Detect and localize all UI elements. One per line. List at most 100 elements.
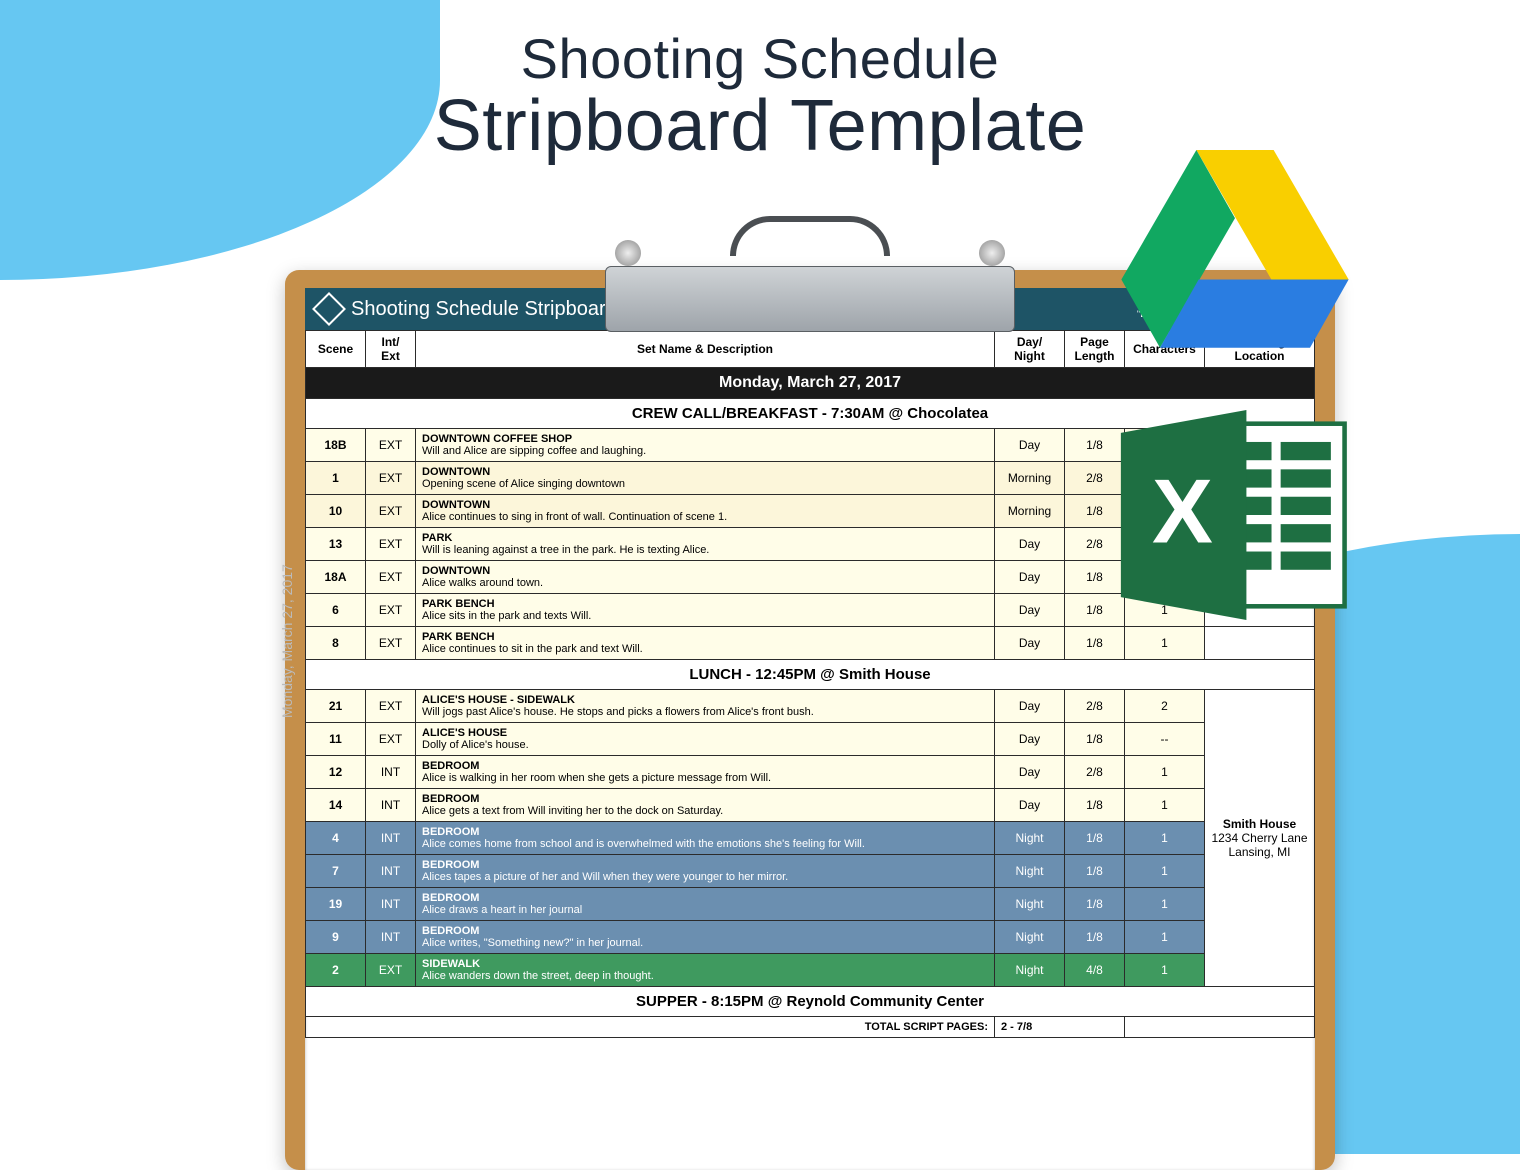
cell-set: BEDROOMAlice is walking in her room when…	[416, 756, 995, 789]
clipboard-clip	[605, 212, 1015, 332]
diamond-icon	[312, 292, 346, 326]
cell-set: BEDROOMAlice draws a heart in her journa…	[416, 888, 995, 921]
scene-row: 7INTBEDROOMAlices tapes a picture of her…	[306, 855, 1315, 888]
cell-set: BEDROOMAlice writes, "Something new?" in…	[416, 921, 995, 954]
cell-characters: 1	[1125, 855, 1205, 888]
cell-length: 1/8	[1065, 855, 1125, 888]
scene-row: 8EXTPARK BENCHAlice continues to sit in …	[306, 627, 1315, 660]
col-daynight: Day/ Night	[995, 331, 1065, 368]
cell-scene: 14	[306, 789, 366, 822]
cell-intext: EXT	[366, 495, 416, 528]
cell-characters: 2	[1125, 690, 1205, 723]
cell-daynight: Night	[995, 822, 1065, 855]
cell-characters: 1	[1125, 888, 1205, 921]
cell-intext: EXT	[366, 561, 416, 594]
location-cell: Smith House1234 Cherry LaneLansing, MI	[1205, 690, 1315, 987]
cell-daynight: Day	[995, 789, 1065, 822]
scene-row: 14INTBEDROOMAlice gets a text from Will …	[306, 789, 1315, 822]
cell-daynight: Day	[995, 627, 1065, 660]
cell-scene: 11	[306, 723, 366, 756]
section-banner: LUNCH - 12:45PM @ Smith House	[306, 660, 1315, 690]
scene-row: 21EXTALICE'S HOUSE - SIDEWALKWill jogs p…	[306, 690, 1315, 723]
scene-row: 11EXTALICE'S HOUSEDolly of Alice's house…	[306, 723, 1315, 756]
col-set: Set Name & Description	[416, 331, 995, 368]
cell-daynight: Day	[995, 756, 1065, 789]
google-drive-icon	[1120, 150, 1350, 350]
cell-length: 1/8	[1065, 429, 1125, 462]
cell-scene: 8	[306, 627, 366, 660]
cell-daynight: Day	[995, 429, 1065, 462]
cell-length: 2/8	[1065, 528, 1125, 561]
cell-intext: EXT	[366, 627, 416, 660]
scene-row: 4INTBEDROOMAlice comes home from school …	[306, 822, 1315, 855]
cell-set: DOWNTOWNOpening scene of Alice singing d…	[416, 462, 995, 495]
cell-scene: 1	[306, 462, 366, 495]
cell-daynight: Night	[995, 954, 1065, 987]
clipboard: Monday, March 27, 2017 Shooting Schedule…	[285, 270, 1335, 1170]
cell-length: 2/8	[1065, 756, 1125, 789]
section-banner: SUPPER - 8:15PM @ Reynold Community Cent…	[306, 987, 1315, 1017]
page-title: Shooting Schedule Stripboard Template	[0, 0, 1520, 167]
cell-scene: 18B	[306, 429, 366, 462]
cell-characters: 1	[1125, 921, 1205, 954]
cell-daynight: Night	[995, 921, 1065, 954]
cell-set: PARK BENCHAlice sits in the park and tex…	[416, 594, 995, 627]
doc-heading: Shooting Schedule Stripboard	[351, 298, 617, 321]
cell-scene: 19	[306, 888, 366, 921]
cell-daynight: Morning	[995, 462, 1065, 495]
footer-row: TOTAL SCRIPT PAGES:2 - 7/8	[306, 1017, 1315, 1038]
cell-daynight: Morning	[995, 495, 1065, 528]
cell-length: 1/8	[1065, 888, 1125, 921]
cell-set: ALICE'S HOUSE - SIDEWALKWill jogs past A…	[416, 690, 995, 723]
scene-row: 12INTBEDROOMAlice is walking in her room…	[306, 756, 1315, 789]
cell-set: ALICE'S HOUSEDolly of Alice's house.	[416, 723, 995, 756]
scene-row: 9INTBEDROOMAlice writes, "Something new?…	[306, 921, 1315, 954]
cell-daynight: Night	[995, 888, 1065, 921]
cell-intext: EXT	[366, 954, 416, 987]
cell-length: 1/8	[1065, 495, 1125, 528]
cell-set: DOWNTOWNAlice walks around town.	[416, 561, 995, 594]
cell-scene: 6	[306, 594, 366, 627]
cell-intext: INT	[366, 822, 416, 855]
cell-length: 2/8	[1065, 690, 1125, 723]
cell-intext: EXT	[366, 723, 416, 756]
location-cell	[1205, 627, 1315, 660]
cell-length: 1/8	[1065, 789, 1125, 822]
title-line-1: Shooting Schedule	[0, 26, 1520, 91]
cell-characters: --	[1125, 723, 1205, 756]
cell-length: 4/8	[1065, 954, 1125, 987]
cell-length: 1/8	[1065, 822, 1125, 855]
cell-intext: INT	[366, 888, 416, 921]
cell-daynight: Day	[995, 561, 1065, 594]
cell-characters: 1	[1125, 627, 1205, 660]
col-scene: Scene	[306, 331, 366, 368]
cell-intext: INT	[366, 789, 416, 822]
scene-row: 2EXTSIDEWALKAlice wanders down the stree…	[306, 954, 1315, 987]
cell-intext: EXT	[366, 690, 416, 723]
col-intext: Int/ Ext	[366, 331, 416, 368]
cell-intext: INT	[366, 855, 416, 888]
cell-characters: 1	[1125, 789, 1205, 822]
cell-characters: 1	[1125, 756, 1205, 789]
cell-scene: 4	[306, 822, 366, 855]
cell-scene: 13	[306, 528, 366, 561]
cell-set: SIDEWALKAlice wanders down the street, d…	[416, 954, 995, 987]
cell-daynight: Night	[995, 855, 1065, 888]
cell-scene: 21	[306, 690, 366, 723]
cell-length: 1/8	[1065, 594, 1125, 627]
cell-length: 1/8	[1065, 561, 1125, 594]
cell-characters: 1	[1125, 822, 1205, 855]
cell-scene: 2	[306, 954, 366, 987]
cell-intext: EXT	[366, 528, 416, 561]
cell-scene: 18A	[306, 561, 366, 594]
cell-daynight: Day	[995, 690, 1065, 723]
cell-daynight: Day	[995, 594, 1065, 627]
cell-intext: INT	[366, 921, 416, 954]
cell-daynight: Day	[995, 528, 1065, 561]
side-date-label: Monday, March 27, 2017	[279, 564, 295, 718]
cell-length: 1/8	[1065, 723, 1125, 756]
cell-intext: EXT	[366, 462, 416, 495]
cell-intext: EXT	[366, 594, 416, 627]
cell-set: BEDROOMAlice comes home from school and …	[416, 822, 995, 855]
cell-length: 1/8	[1065, 627, 1125, 660]
